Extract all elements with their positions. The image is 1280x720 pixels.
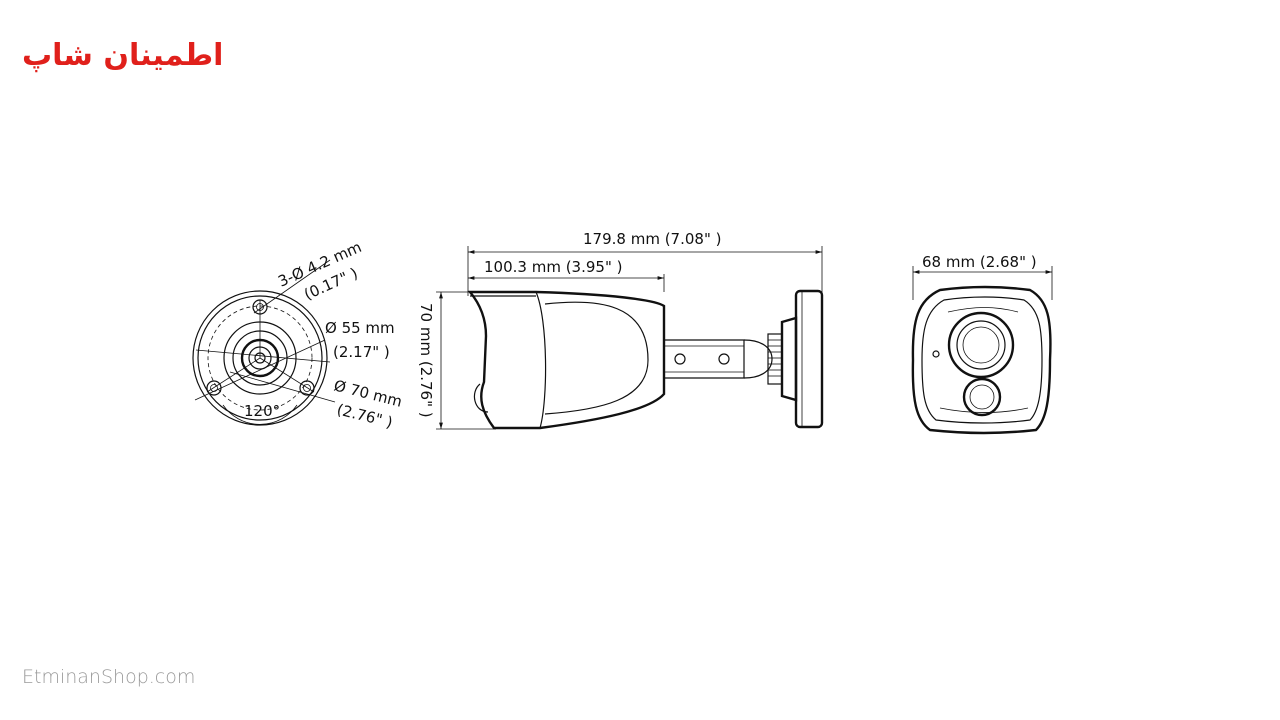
inner-diameter-label: Ø 55 mm (325, 319, 395, 337)
mounting-hole (206, 380, 222, 396)
width-label: 68 mm (2.68" ) (922, 253, 1037, 271)
inner-diameter-inch-label: (2.17" ) (333, 343, 390, 361)
mounting-hole (299, 380, 315, 396)
angle-label: 120° (244, 402, 280, 420)
brand-logo: اطمینان شاپ (22, 38, 224, 73)
bolt-circle (207, 305, 313, 411)
website-footer: EtminanShop.com (22, 666, 196, 688)
outer-ring (192, 290, 328, 426)
camera-lens (947, 311, 1015, 379)
total-length-label: 179.8 mm (7.08" ) (583, 230, 721, 248)
body-length-label: 100.3 mm (3.95" ) (484, 258, 622, 276)
height-label: 70 mm (2.76" ) (417, 303, 435, 418)
side-view: 179.8 mm (7.08" ) 100.3 mm (3.95" ) 70 m… (417, 230, 824, 430)
lens-view: 68 mm (2.68" ) (911, 253, 1053, 435)
front-view: 3-Ø 4.2 mm (0.17" ) Ø 55 mm (2.17" ) Ø 7… (192, 238, 404, 432)
pir-sensor (962, 377, 1002, 417)
